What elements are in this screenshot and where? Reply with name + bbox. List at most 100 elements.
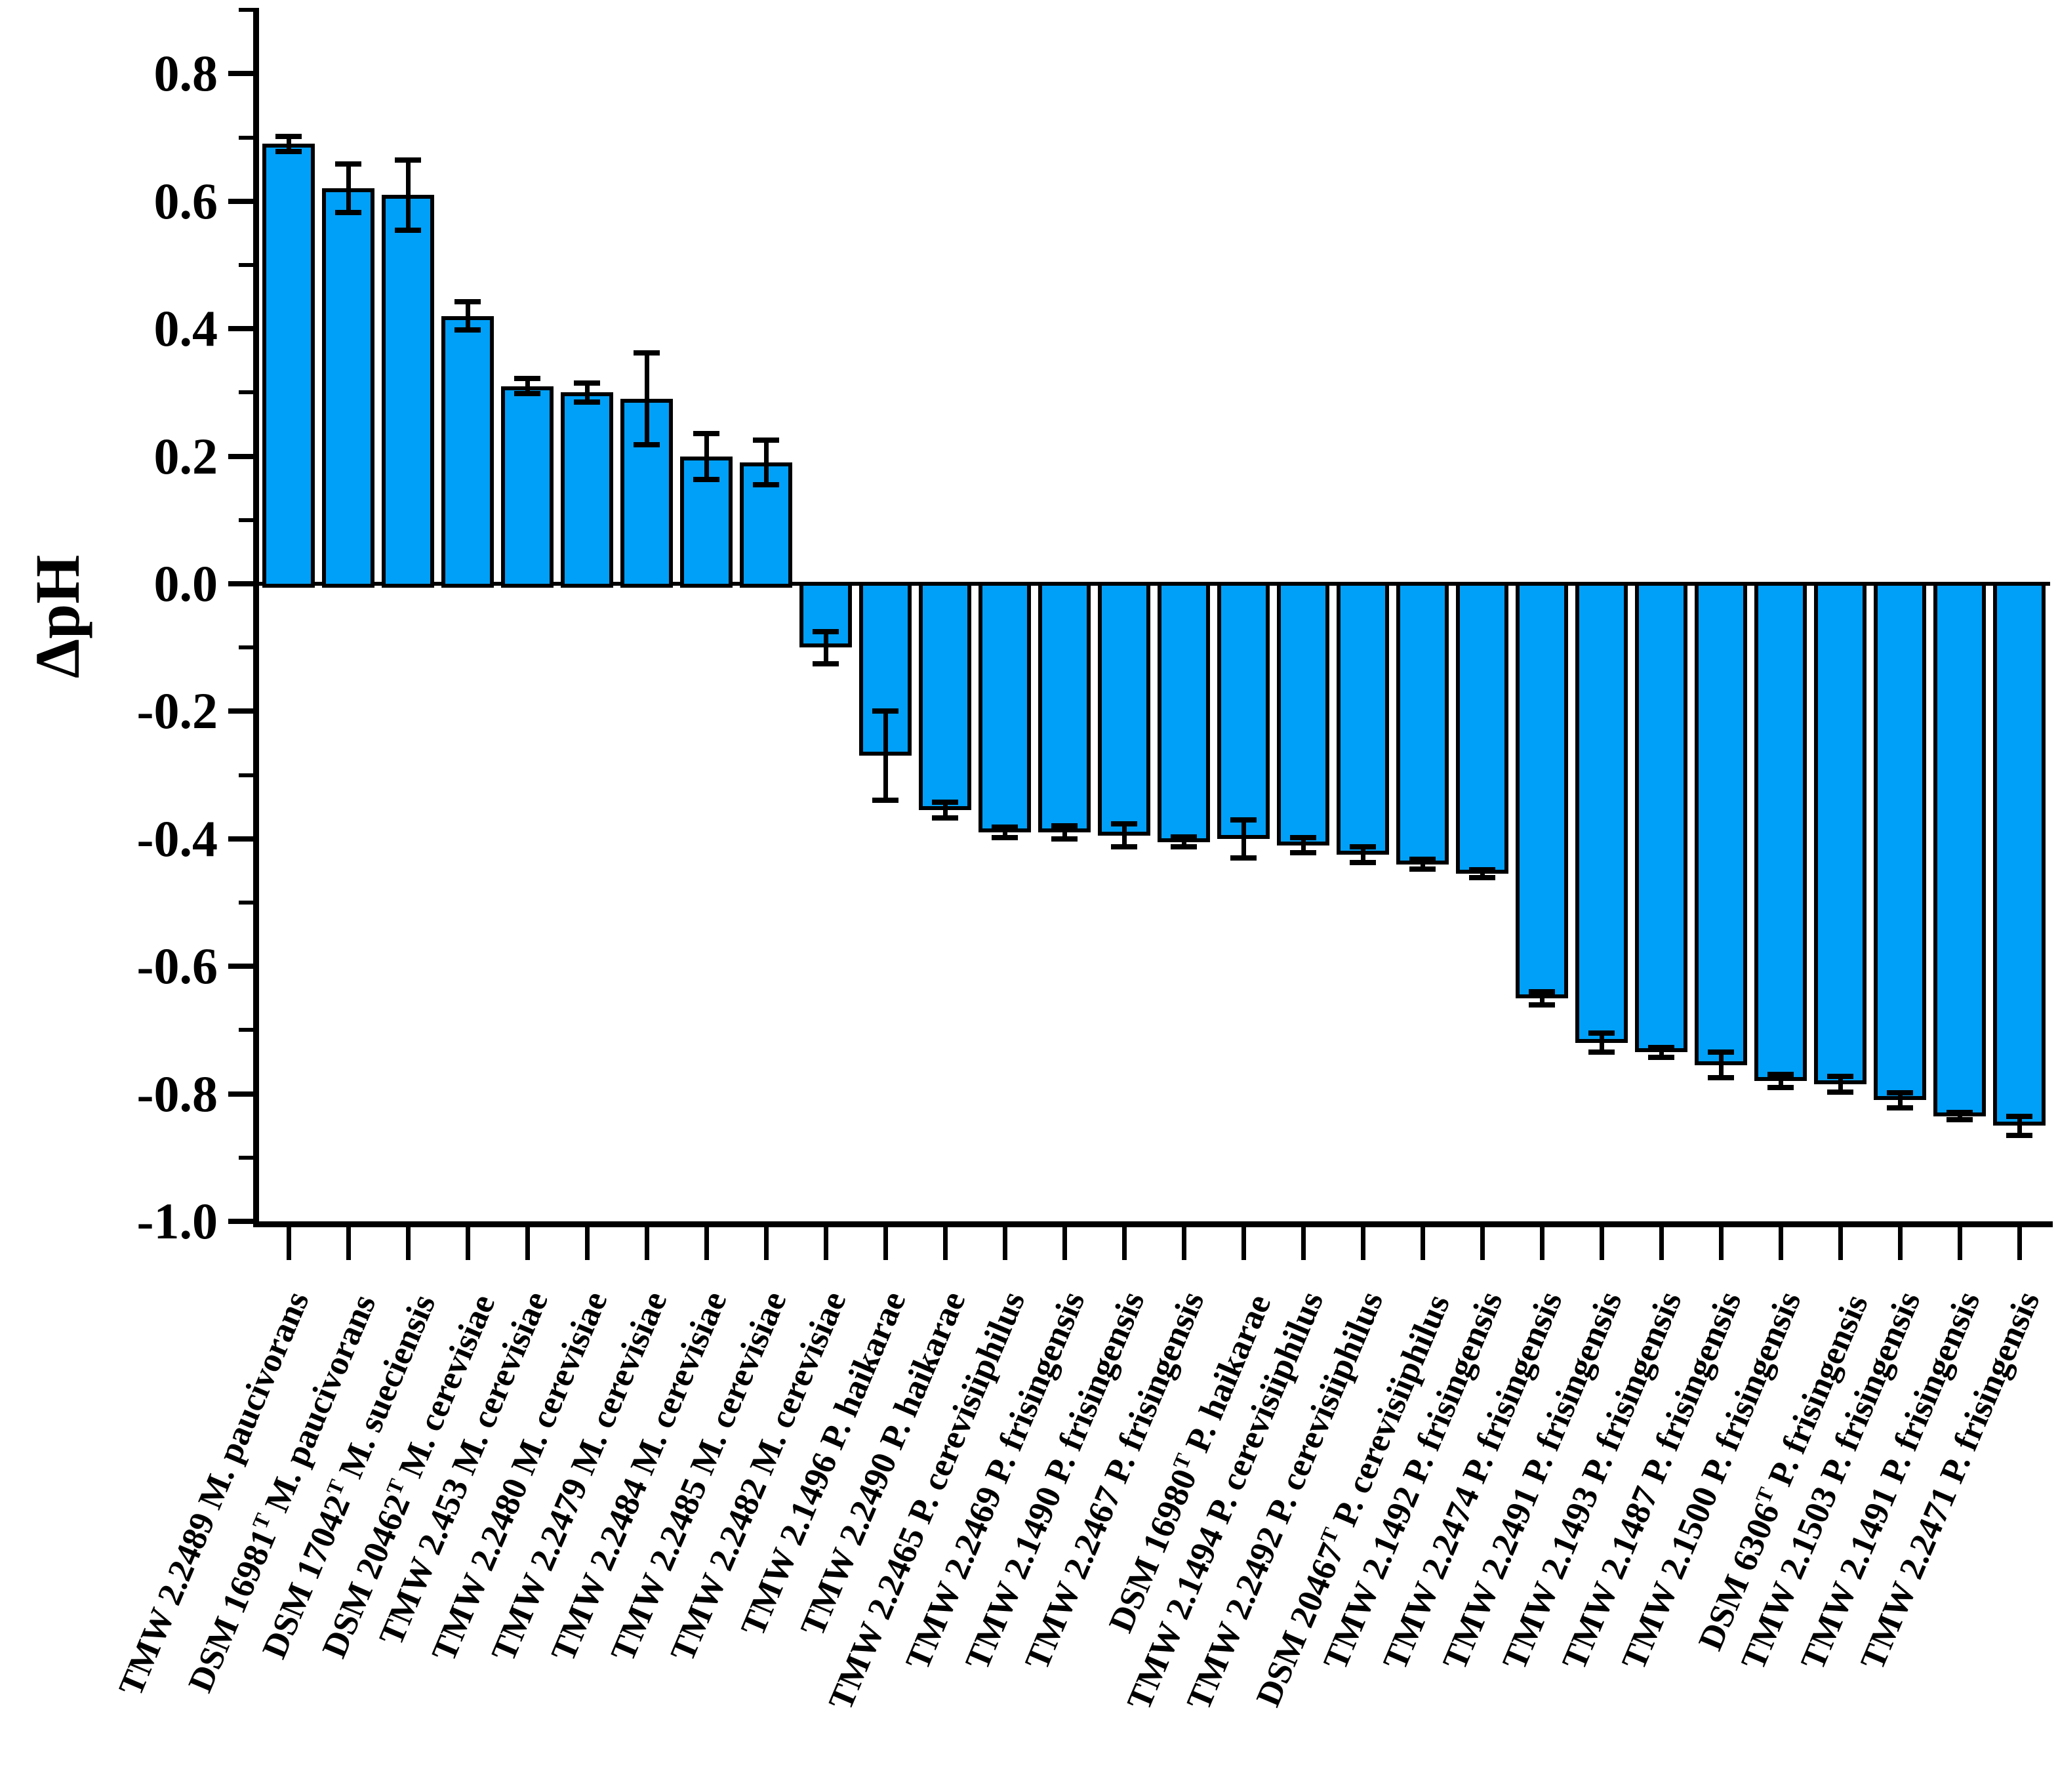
error-bar-top-cap	[1051, 823, 1078, 829]
x-tick	[1838, 1224, 1843, 1260]
bar	[1993, 582, 2046, 1126]
y-minor-tick	[239, 1028, 253, 1032]
x-tick	[584, 1224, 590, 1260]
y-minor-tick	[239, 773, 253, 777]
error-bar-bottom-cap	[813, 661, 839, 666]
error-bar	[1301, 837, 1306, 853]
error-bar-top-cap	[753, 438, 779, 443]
error-bar-top-cap	[1350, 844, 1376, 850]
y-tick-label: -0.8	[136, 1065, 218, 1122]
error-bar-top-cap	[574, 380, 600, 386]
error-bar-bottom-cap	[454, 327, 481, 333]
error-bar	[2017, 1116, 2022, 1135]
error-bar-top-cap	[1469, 867, 1495, 873]
bar	[1038, 582, 1091, 833]
x-tick	[1420, 1224, 1425, 1260]
error-bar	[644, 353, 649, 445]
y-major-tick	[228, 198, 253, 204]
error-bar-top-cap	[1111, 821, 1137, 827]
error-bar	[1838, 1076, 1843, 1092]
y-tick-label: 0.0	[153, 555, 218, 612]
bar	[1635, 582, 1687, 1053]
error-bar	[1181, 836, 1186, 847]
y-axis-line	[253, 8, 259, 1227]
error-bar-bottom-cap	[1051, 836, 1078, 842]
error-bar	[1002, 827, 1007, 838]
bar	[262, 144, 315, 588]
bar	[1695, 582, 1747, 1065]
bar	[1575, 582, 1628, 1043]
x-tick	[1360, 1224, 1365, 1260]
error-bar-bottom-cap	[1767, 1084, 1794, 1090]
error-bar-top-cap	[275, 133, 302, 139]
error-bar-top-cap	[872, 708, 898, 714]
error-bar-bottom-cap	[574, 399, 600, 405]
error-bar-bottom-cap	[693, 476, 719, 482]
bar	[561, 392, 613, 588]
error-bar	[1241, 819, 1246, 858]
x-tick	[346, 1224, 351, 1260]
y-minor-tick	[239, 390, 253, 395]
x-tick	[763, 1224, 769, 1260]
zero-baseline	[259, 582, 2050, 586]
x-tick	[823, 1224, 828, 1260]
error-bar-bottom-cap	[514, 391, 540, 397]
x-tick	[2017, 1224, 2022, 1260]
y-tick-label: -0.6	[136, 937, 218, 995]
error-bar	[1957, 1112, 1962, 1120]
error-bar-top-cap	[1827, 1074, 1853, 1080]
error-bar-top-cap	[1409, 856, 1436, 862]
x-tick	[1539, 1224, 1544, 1260]
error-bar-bottom-cap	[1708, 1075, 1734, 1081]
error-bar	[1360, 847, 1365, 863]
error-bar-top-cap	[992, 825, 1018, 830]
bar	[919, 582, 971, 811]
bar	[382, 195, 434, 588]
error-bar-top-cap	[395, 157, 421, 163]
error-bar-bottom-cap	[1469, 875, 1495, 881]
error-bar-top-cap	[1708, 1049, 1734, 1055]
x-tick	[883, 1224, 888, 1260]
y-minor-tick	[239, 901, 253, 905]
error-bar-top-cap	[335, 161, 361, 167]
x-axis-line	[253, 1221, 2053, 1227]
bar	[979, 582, 1031, 833]
error-bar-bottom-cap	[1409, 866, 1436, 872]
y-minor-tick	[239, 518, 253, 522]
error-bar	[704, 433, 709, 479]
error-bar	[1659, 1047, 1664, 1058]
bar	[1158, 582, 1210, 842]
error-bar-bottom-cap	[992, 834, 1018, 840]
error-bar	[1897, 1092, 1903, 1108]
error-bar	[286, 136, 291, 152]
error-bar-bottom-cap	[395, 227, 421, 233]
y-major-tick	[228, 836, 253, 842]
error-bar-bottom-cap	[1171, 844, 1197, 850]
error-bar-top-cap	[1767, 1072, 1794, 1078]
bar	[1754, 582, 1807, 1082]
y-tick-label: -0.4	[136, 809, 218, 867]
y-tick-label: -0.2	[136, 682, 218, 740]
bar	[1337, 582, 1389, 855]
bar	[1874, 582, 1926, 1101]
error-bar-bottom-cap	[1827, 1089, 1853, 1095]
bar	[501, 386, 554, 588]
error-bar-top-cap	[454, 299, 481, 305]
error-bar-bottom-cap	[872, 798, 898, 804]
error-bar-top-cap	[514, 376, 540, 382]
x-tick	[704, 1224, 709, 1260]
error-bar-top-cap	[932, 800, 958, 805]
y-major-tick	[228, 581, 253, 586]
x-tick	[1599, 1224, 1604, 1260]
error-bar	[942, 802, 948, 818]
x-tick	[1181, 1224, 1186, 1260]
x-tick	[1957, 1224, 1962, 1260]
bar	[322, 188, 374, 588]
error-bar-bottom-cap	[932, 815, 958, 821]
x-tick	[644, 1224, 649, 1260]
error-bar-top-cap	[1947, 1109, 1973, 1115]
error-bar	[1121, 824, 1127, 847]
error-bar	[346, 164, 351, 213]
x-tick	[286, 1224, 291, 1260]
